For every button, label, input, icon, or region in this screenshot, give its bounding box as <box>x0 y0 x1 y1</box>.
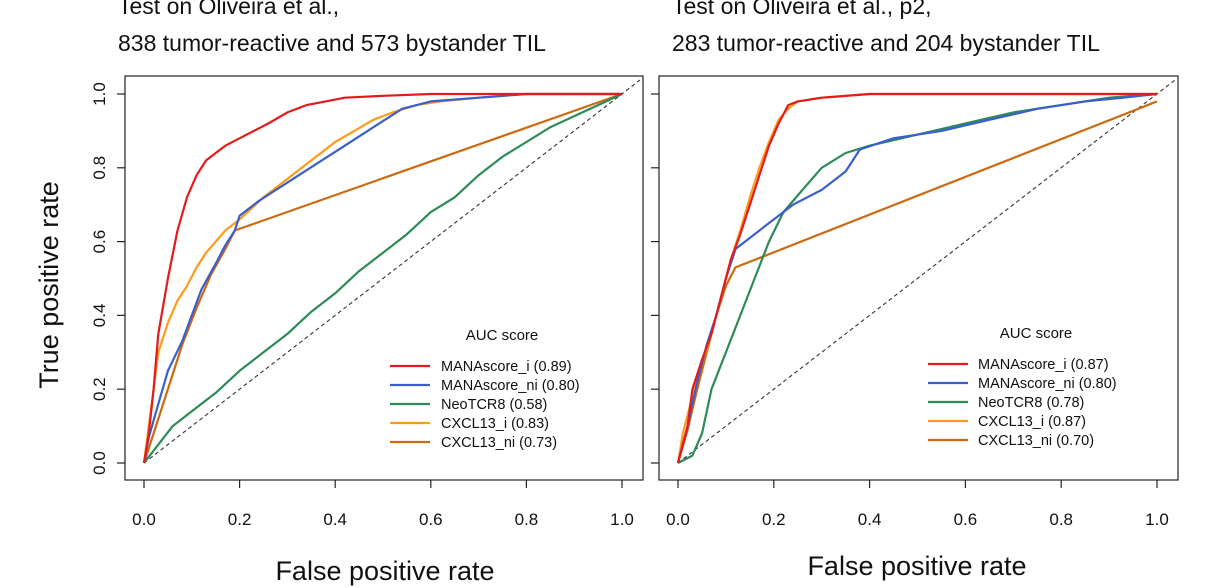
legend-entry: NeoTCR8 (0.58) <box>441 397 547 413</box>
legend-entry: CXCL13_ni (0.70) <box>978 433 1094 449</box>
legend-title: AUC score <box>466 327 539 344</box>
legend-entry: CXCL13_i (0.83) <box>441 416 549 432</box>
x-tick-label: 0.0 <box>132 510 156 529</box>
legend-entry: NeoTCR8 (0.78) <box>978 395 1084 411</box>
x-tick-label: 0.4 <box>323 510 347 529</box>
x-axis-label: False positive rate <box>275 556 494 586</box>
roc-line-manascore-ni <box>142 92 622 464</box>
x-tick-label: 0.6 <box>419 510 443 529</box>
x-tick-label: 0.0 <box>666 510 690 529</box>
diagonal-reference-line <box>677 79 1176 464</box>
series-lines <box>142 79 641 464</box>
legend-entry: MANAscore_ni (0.80) <box>978 376 1117 392</box>
x-tick-label: 0.4 <box>858 510 882 529</box>
plot-frame <box>124 75 644 481</box>
x-tick-label: 0.2 <box>762 510 786 529</box>
chart-title-line1: Test on Oliveira et al., <box>118 0 339 19</box>
chart-title-line2: 838 tumor-reactive and 573 bystander TIL <box>118 30 546 56</box>
axis-ticks: 0.0 0.2 0.4 0.6 0.8 1.0 <box>651 93 1169 529</box>
x-tick-label: 1.0 <box>610 510 634 529</box>
roc-line-manascore-i <box>676 92 1157 464</box>
y-axis-label: True positive rate <box>34 181 64 389</box>
x-axis-label: False positive rate <box>807 551 1026 581</box>
legend: AUC score MANAscore_i (0.89) MANAscore_ni… <box>390 327 580 451</box>
legend-entry: MANAscore_i (0.89) <box>441 359 572 375</box>
legend-entry: MANAscore_ni (0.80) <box>441 378 580 394</box>
roc-line-neotcr8 <box>143 93 623 464</box>
legend: AUC score MANAscore_i (0.87) MANAscore_ni… <box>928 325 1117 449</box>
x-tick-label: 0.8 <box>1049 510 1073 529</box>
y-tick-label: 0.4 <box>90 304 109 328</box>
y-tick-label: 1.0 <box>90 82 109 106</box>
series-lines <box>676 79 1176 464</box>
axis-ticks: 0.0 0.2 0.4 0.6 0.8 1.0 0.0 0.2 0.4 0.6 0.8 1.0 <box>90 82 634 529</box>
y-tick-label: 0.2 <box>90 377 109 401</box>
legend-title: AUC score <box>1000 325 1073 342</box>
y-tick-label: 0.6 <box>90 230 109 254</box>
chart-title-line1: Test on Oliveira et al., p2, <box>672 0 932 19</box>
roc-panel-right: Test on Oliveira et al., p2, 283 tumor-r… <box>651 0 1179 581</box>
legend-entry: CXCL13_ni (0.73) <box>441 435 557 451</box>
chart-title-line2: 283 tumor-reactive and 204 bystander TIL <box>672 30 1100 56</box>
x-tick-label: 0.2 <box>228 510 252 529</box>
roc-line-manascore-i <box>142 92 622 464</box>
y-tick-label: 0.8 <box>90 156 109 180</box>
legend-entry: CXCL13_i (0.87) <box>978 414 1086 430</box>
roc-line-cxcl13-ni <box>676 100 1158 464</box>
legend-entry: MANAscore_i (0.87) <box>978 357 1109 373</box>
y-tick-label: 0.0 <box>90 451 109 475</box>
plot-frame <box>658 75 1179 481</box>
roc-panel-left: Test on Oliveira et al., 838 tumor-react… <box>34 0 644 586</box>
x-tick-label: 0.8 <box>515 510 539 529</box>
x-tick-label: 0.6 <box>954 510 978 529</box>
roc-line-neotcr8 <box>677 92 1158 464</box>
diagonal-reference-line <box>143 79 641 464</box>
x-tick-label: 1.0 <box>1145 510 1169 529</box>
